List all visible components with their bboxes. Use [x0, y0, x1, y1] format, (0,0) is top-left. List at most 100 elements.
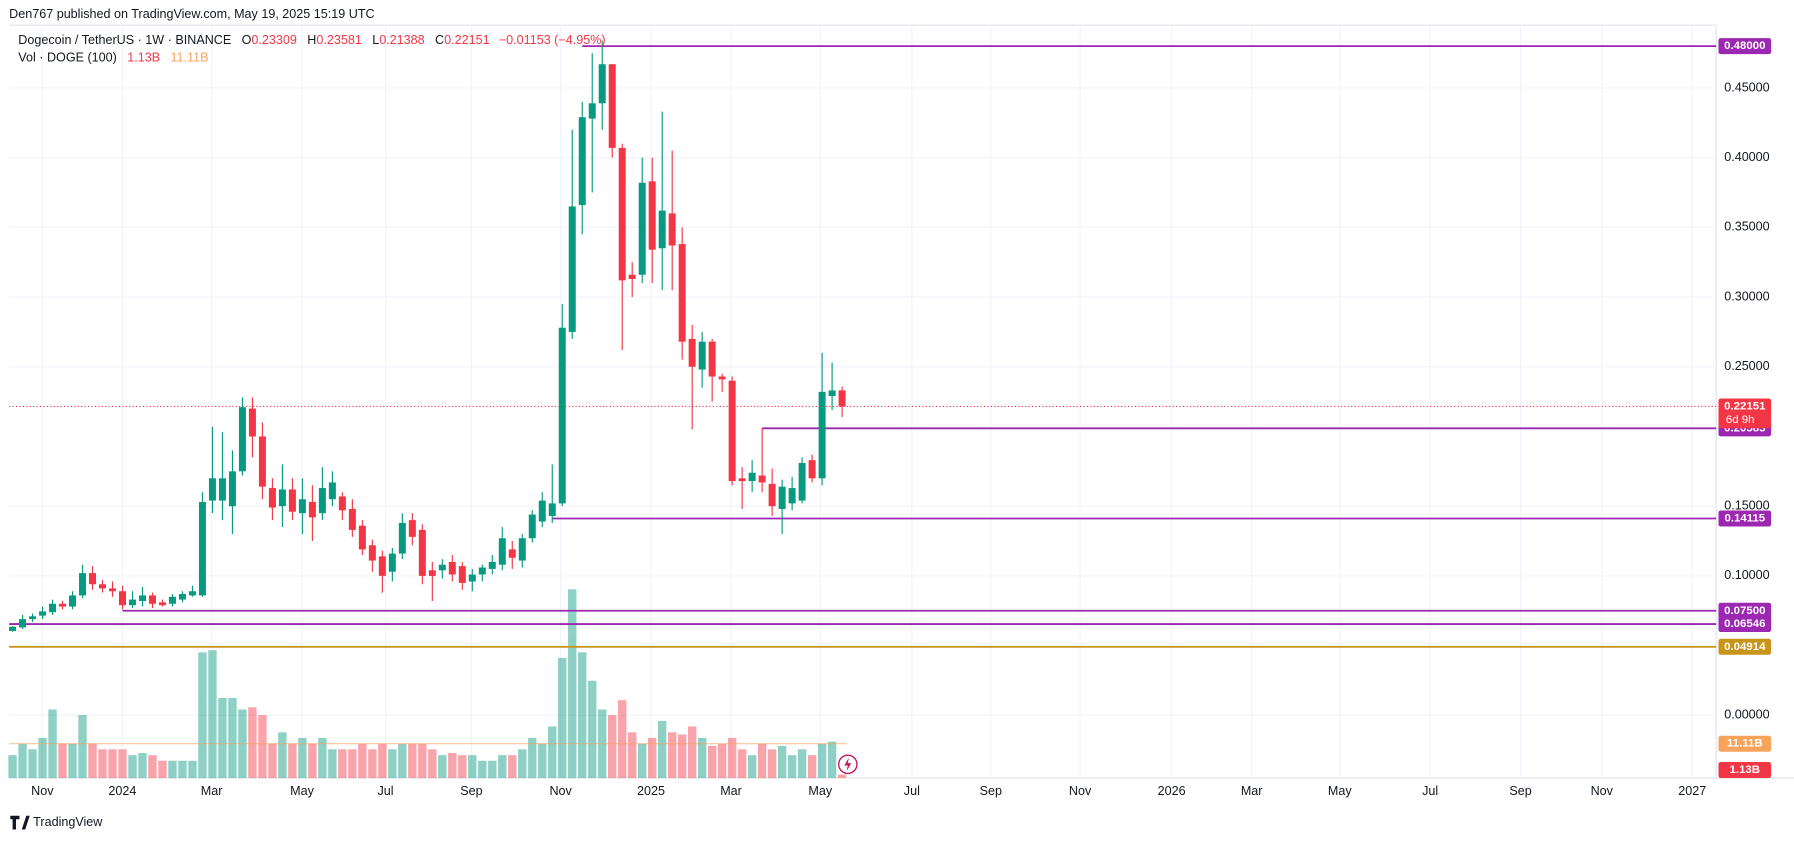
volume-bar — [328, 749, 337, 779]
x-tick-label: Nov — [549, 784, 572, 798]
candle-body — [578, 117, 586, 206]
level-label-bg — [1718, 602, 1772, 619]
candle-body — [718, 376, 726, 380]
candle-body — [108, 588, 116, 592]
volume-bar — [208, 650, 217, 779]
volume-last: 1.13B — [127, 51, 160, 65]
candle-body — [748, 472, 756, 482]
candle-body — [668, 213, 676, 246]
volume-bar — [68, 743, 77, 779]
ohlc-letter: H — [307, 34, 316, 48]
candle-body — [428, 570, 436, 576]
y-tick-label: 0.15000 — [1724, 499, 1769, 513]
volume-bar — [428, 749, 437, 779]
x-tick-label: 2026 — [1158, 784, 1186, 798]
candle-body — [128, 599, 136, 606]
candle-body — [778, 486, 786, 509]
candle-body — [738, 478, 746, 482]
volume-bar — [667, 732, 677, 779]
candle-body — [588, 103, 596, 119]
candle-body — [708, 341, 716, 377]
volume-ma-label: 11.11B — [1727, 738, 1763, 750]
candle-body — [49, 603, 57, 613]
level-label-bg — [1718, 638, 1772, 655]
candle-body — [518, 538, 526, 561]
candle-body — [568, 206, 576, 332]
volume-bar — [78, 715, 87, 779]
volume-bar — [697, 737, 707, 779]
candle-body — [238, 407, 246, 472]
volume-bar — [98, 749, 107, 779]
candle-body — [69, 595, 77, 607]
volume-header: Vol · DOGE (100) 1.13B 11.11B — [18, 51, 208, 65]
volume-bar — [348, 749, 357, 779]
volume-bar — [158, 760, 167, 779]
volume-bar — [298, 737, 307, 779]
volume-bar — [8, 755, 17, 779]
volume-bar — [58, 743, 67, 779]
candle-body — [19, 619, 27, 628]
candle-body — [228, 471, 236, 507]
volume-bar — [318, 737, 327, 779]
candle-body — [378, 556, 386, 576]
volume-bar — [478, 760, 487, 779]
x-tick-label: Nov — [31, 784, 54, 798]
candle-body — [798, 462, 806, 501]
candle-body — [268, 488, 276, 508]
volume-bar — [528, 737, 537, 779]
level-label: 0.06546 — [1724, 618, 1765, 630]
volume-bar — [777, 745, 787, 779]
candle-body — [158, 602, 166, 606]
candle-body — [89, 573, 97, 585]
level-label-bg — [1718, 616, 1772, 633]
volume-bar — [28, 749, 37, 779]
y-tick-label: 0.25000 — [1724, 359, 1769, 373]
ohlc-value: 0.23309 — [251, 34, 296, 48]
volume-bar — [498, 755, 507, 779]
volume-bar — [817, 743, 827, 779]
logo-mark — [10, 815, 30, 830]
candle-body — [388, 553, 396, 572]
candle-body — [328, 482, 336, 500]
volume-bar — [558, 657, 567, 779]
candle-body — [508, 549, 516, 558]
volume-bar — [258, 715, 267, 779]
volume-bar — [178, 760, 187, 779]
candle-body — [358, 525, 366, 550]
x-tick-label: May — [808, 784, 832, 798]
y-tick-label: 0.10000 — [1724, 568, 1769, 582]
x-tick-label: 2025 — [637, 784, 665, 798]
candle-body — [258, 436, 266, 487]
volume-bar — [88, 743, 97, 779]
x-tick-label: Nov — [1069, 784, 1092, 798]
volume-bar — [128, 755, 137, 779]
candle-body — [698, 341, 706, 370]
candle-body — [818, 391, 826, 479]
countdown: 6d 9h — [1726, 414, 1755, 426]
candle-body — [118, 591, 126, 606]
attribution: Den767 published on TradingView.com, May… — [9, 7, 374, 21]
volume-bar — [278, 732, 287, 779]
volume-ma-label-bg — [1718, 735, 1772, 752]
candle-body — [728, 380, 736, 482]
ohlc-letter: C — [435, 34, 444, 48]
volume-bar — [707, 745, 717, 779]
candle-body — [99, 584, 106, 589]
volume-last-label: 1.13B — [1730, 764, 1761, 776]
volume-bar — [827, 741, 837, 779]
candle-body — [688, 338, 696, 367]
candle-body — [408, 520, 416, 537]
candle-body — [448, 561, 456, 575]
candle-body — [218, 478, 226, 501]
volume-bar — [737, 749, 747, 779]
volume-bar — [118, 749, 127, 779]
volume-bar — [368, 749, 377, 779]
volume-bar — [687, 726, 697, 779]
volume-bar — [198, 652, 207, 779]
candle-body — [168, 596, 176, 604]
candle-body — [368, 545, 376, 561]
x-tick-label: Mar — [1241, 784, 1263, 798]
candle-body — [558, 327, 566, 504]
y-tick-label: 0.35000 — [1724, 220, 1769, 234]
